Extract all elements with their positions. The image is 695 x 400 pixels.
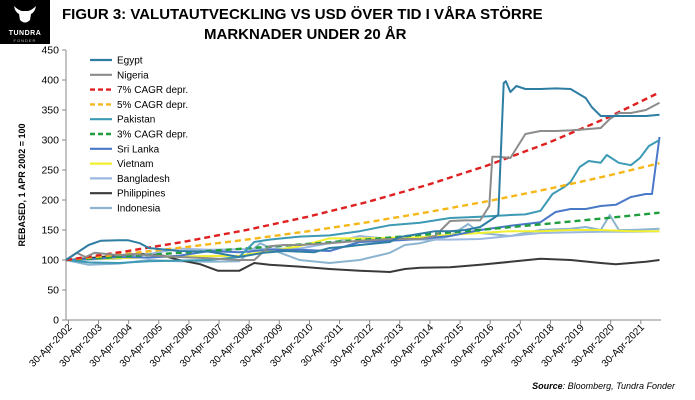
legend-label: Philippines	[117, 189, 165, 200]
legend-label: 3% CAGR depr.	[117, 130, 188, 141]
bull-icon	[14, 6, 36, 23]
legend-label: Indonesia	[117, 204, 161, 215]
series-line-sri-lanka	[65, 136, 661, 261]
legend-label: Nigeria	[117, 70, 149, 81]
legend-label: Vietnam	[117, 159, 154, 170]
source-label: Source	[532, 381, 563, 391]
y-tick-label: 250	[41, 165, 59, 177]
logo-subtext: FONDER	[13, 38, 37, 43]
legend-label: Pakistan	[117, 115, 155, 126]
logo-text: TUNDRA	[8, 30, 42, 37]
y-tick-label: 100	[41, 255, 59, 267]
y-axis-label: REBASED, 1 APR 2002 = 100	[17, 124, 27, 247]
legend-label: Bangladesh	[117, 174, 170, 185]
chart-title-line2: MARKNADER UNDER 20 ÅR	[204, 26, 407, 43]
y-tick-label: 400	[41, 75, 59, 87]
y-tick-label: 300	[41, 135, 59, 147]
series-line-nigeria	[65, 101, 660, 261]
y-tick-label: 450	[41, 45, 59, 57]
y-tick-label: 200	[41, 195, 59, 207]
legend-label: 5% CAGR depr.	[117, 100, 188, 111]
y-tick-label: 50	[47, 285, 59, 297]
y-tick-label: 0	[53, 315, 59, 327]
series-line-bangladesh	[65, 230, 660, 261]
series-line-egypt	[65, 80, 660, 261]
legend-label: 7% CAGR depr.	[117, 85, 188, 96]
source-note: Source: Bloomberg, Tundra Fonder	[532, 381, 675, 391]
series-line-7-cagr-depr-	[65, 91, 661, 262]
source-text: : Bloomberg, Tundra Fonder	[562, 381, 675, 391]
y-tick-label: 350	[41, 105, 59, 117]
tundra-logo: TUNDRA FONDER	[0, 0, 50, 44]
legend-label: Sri Lanka	[117, 144, 160, 155]
y-tick-label: 150	[41, 225, 59, 237]
chart-title-line1: FIGUR 3: VALUTAUTVECKLING VS USD ÖVER TI…	[62, 6, 543, 23]
series-line-pakistan	[65, 139, 660, 264]
legend-label: Egypt	[117, 56, 143, 67]
